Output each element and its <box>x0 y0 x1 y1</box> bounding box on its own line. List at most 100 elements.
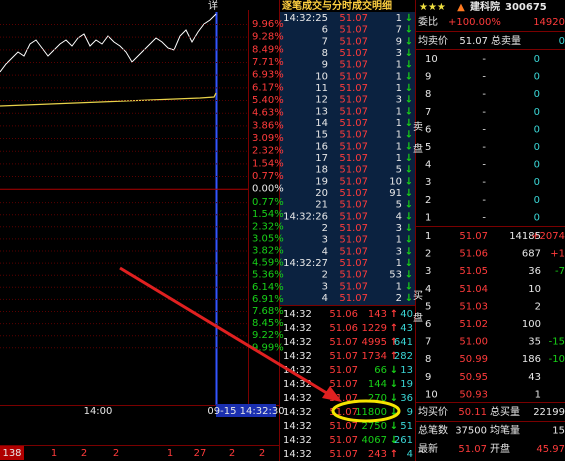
minute-volume: 270 <box>368 393 387 404</box>
tick-direction: ↓ <box>405 293 413 304</box>
buy-change: -15 <box>549 337 565 348</box>
footer-label: 总买量 <box>490 405 520 418</box>
tick-direction: ↓ <box>405 246 413 257</box>
minute-price: 51.07 <box>329 337 358 348</box>
tick-direction: ↓ <box>405 95 413 106</box>
tick-time: 10 <box>315 71 328 82</box>
detail-label: 详 <box>208 0 218 12</box>
sell-volume: 0 <box>534 89 540 100</box>
level: 2 <box>425 249 431 260</box>
level: 2 <box>425 195 431 206</box>
minute-price: 51.06 <box>329 323 358 334</box>
tick-direction: ↓ <box>405 141 413 152</box>
tick-time: 16 <box>315 141 328 152</box>
tick-price: 51.07 <box>339 141 368 152</box>
pct-label: 0.77% <box>252 171 284 182</box>
minute-time: 14:32 <box>283 421 312 432</box>
tick-time: 6 <box>322 25 328 36</box>
sell-price: - <box>482 212 486 223</box>
ratio-label: 委比 <box>418 15 438 28</box>
minute-price: 51.07 <box>329 393 358 404</box>
minute-volume: 11800 <box>355 407 387 418</box>
tick-direction: ↓ <box>405 48 413 59</box>
buy-volume: 100 <box>522 319 541 330</box>
pct-label: 9.28% <box>252 32 284 43</box>
pct-label: 6.17% <box>252 82 284 93</box>
minute-direction: ↓ <box>390 421 398 432</box>
footer-label: 均笔量 <box>490 424 520 437</box>
bottom-value: 2 <box>229 448 235 459</box>
pct-label: 0.00% <box>252 184 284 195</box>
level: 10 <box>425 389 438 400</box>
tick-volume: 1 <box>396 106 402 117</box>
pct-label: 0.77% <box>252 197 284 208</box>
level: 4 <box>425 160 431 171</box>
side-label: 盘 <box>413 142 423 155</box>
minute-volume: 243 <box>368 449 387 460</box>
level: 6 <box>425 124 431 135</box>
pct-label: 2.32% <box>252 146 284 157</box>
tick-direction: ↓ <box>405 71 413 82</box>
ratio-value: +100.00% <box>448 17 501 28</box>
tick-volume: 3 <box>396 95 402 106</box>
tick-volume: 1 <box>396 60 402 71</box>
sell-price: - <box>482 142 486 153</box>
tick-price: 51.07 <box>339 83 368 94</box>
tick-volume: 3 <box>396 48 402 59</box>
tick-direction: ↓ <box>405 270 413 281</box>
bottom-badge <box>0 446 24 460</box>
sell-price: - <box>482 107 486 118</box>
footer-value: 22199 <box>533 407 565 418</box>
level: 9 <box>425 372 431 383</box>
sell-price: - <box>482 160 486 171</box>
tick-price: 51.07 <box>339 246 368 257</box>
minute-time: 14:32 <box>283 407 312 418</box>
minute-direction: ↓ <box>390 393 398 404</box>
minute-price: 51.07 <box>329 435 358 446</box>
tick-volume: 1 <box>396 13 402 24</box>
tick-price: 51.07 <box>339 48 368 59</box>
tick-volume: 1 <box>396 83 402 94</box>
pct-label: 6.91% <box>252 294 284 305</box>
pct-label: 8.45% <box>252 318 284 329</box>
minute-price: 51.07 <box>329 407 358 418</box>
sell-volume: 0 <box>534 177 540 188</box>
minute-volume: 1734 <box>362 351 387 362</box>
bottom-value: 1 <box>167 448 173 459</box>
pct-label: 1.54% <box>252 209 284 220</box>
tick-time: 14:32:25 <box>283 13 328 24</box>
tick-volume: 1 <box>396 153 402 164</box>
minute-count: 261 <box>394 435 413 446</box>
pct-label: 7.68% <box>252 306 284 317</box>
minute-count: 4 <box>407 449 413 460</box>
pct-label: 3.86% <box>252 120 284 131</box>
buy-price: 50.99 <box>459 354 488 365</box>
ticks-background <box>280 12 415 305</box>
tick-time: 21 <box>315 200 328 211</box>
tick-time: 9 <box>322 60 328 71</box>
tick-direction: ↓ <box>405 188 413 199</box>
tick-volume: 9 <box>396 36 402 47</box>
sell-price: - <box>482 54 486 65</box>
ratio-diff: 14920 <box>533 17 565 28</box>
buy-price: 50.93 <box>459 389 488 400</box>
tick-volume: 4 <box>396 211 402 222</box>
annotation-ellipse <box>331 399 401 423</box>
trend-arrow: ▲ <box>457 2 465 13</box>
minute-volume: 4067 <box>362 435 387 446</box>
side-label: 盘 <box>413 311 423 324</box>
tick-direction: ↓ <box>405 83 413 94</box>
total-sell-label: 总卖量 <box>491 34 521 47</box>
tick-direction: ↓ <box>405 211 413 222</box>
minute-time: 14:32 <box>283 449 312 460</box>
bottom-value: 1 <box>51 448 57 459</box>
minute-time: 14:32 <box>283 365 312 376</box>
minute-count: 40 <box>400 309 413 320</box>
level: 5 <box>425 142 431 153</box>
cursor-time-box <box>216 404 276 417</box>
level: 3 <box>425 177 431 188</box>
footer-label: 均买价 <box>418 406 448 418</box>
tick-direction: ↓ <box>405 25 413 36</box>
tick-time: 4 <box>322 293 328 304</box>
minute-time: 14:32 <box>283 323 312 334</box>
